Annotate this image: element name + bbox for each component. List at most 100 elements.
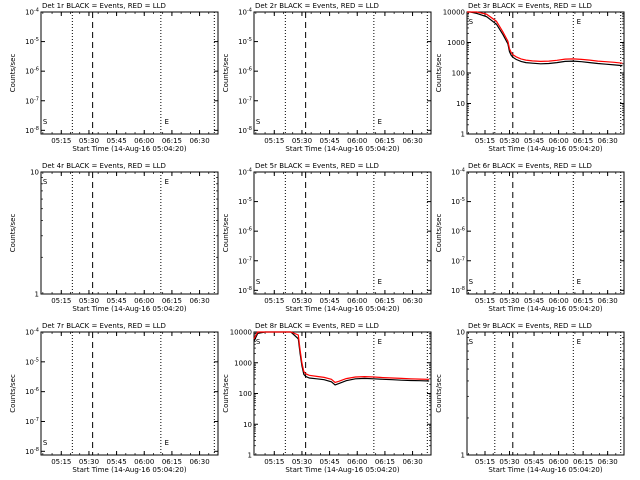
end-marker-label: E xyxy=(165,118,169,126)
y-axis-label: Counts/sec xyxy=(435,374,443,413)
y-tick-label: 10 xyxy=(30,169,39,177)
x-tick-label: 06:00 xyxy=(134,137,154,145)
x-tick-label: 05:30 xyxy=(499,137,519,145)
plot-frame xyxy=(253,331,432,456)
x-tick-label: 06:30 xyxy=(402,297,422,305)
y-tick-label: 10000 xyxy=(230,329,252,337)
y-tick-label: 10-5 xyxy=(451,197,465,206)
x-tick-label: 06:15 xyxy=(573,458,593,466)
x-tick-label: 06:00 xyxy=(548,297,568,305)
y-tick-label: 10-6 xyxy=(25,67,39,76)
y-tick-label: 1 xyxy=(248,452,252,460)
y-tick-label: 10-5 xyxy=(238,37,252,46)
y-axis-label: Counts/sec xyxy=(435,54,443,93)
panel-title: Det 8r BLACK = Events, RED = LLD xyxy=(255,322,379,330)
y-tick-label: 100 xyxy=(239,390,252,398)
y-tick-label: 1 xyxy=(35,291,39,299)
x-tick-label: 06:15 xyxy=(573,137,593,145)
y-tick-label: 10-8 xyxy=(25,447,39,456)
y-tick-label: 1000 xyxy=(447,39,465,47)
x-tick-label: 06:15 xyxy=(162,137,182,145)
x-tick-label: 06:30 xyxy=(598,297,618,305)
panel-title: Det 7r BLACK = Events, RED = LLD xyxy=(42,322,166,330)
y-tick-label: 1 xyxy=(461,131,465,139)
x-tick-label: 05:15 xyxy=(51,137,71,145)
x-tick-label: 06:00 xyxy=(347,297,367,305)
end-marker-label: E xyxy=(378,118,382,126)
y-tick-label: 10-8 xyxy=(25,126,39,135)
y-tick-label: 10-4 xyxy=(25,328,39,337)
x-tick-label: 05:30 xyxy=(499,297,519,305)
lld-series-line xyxy=(467,11,623,64)
x-tick-label: 05:15 xyxy=(264,297,284,305)
x-axis-label: Start Time (14-Aug-16 05:04:20) xyxy=(72,466,186,474)
x-tick-label: 05:45 xyxy=(524,137,544,145)
x-tick-label: 05:45 xyxy=(320,137,340,145)
y-tick-label: 10-6 xyxy=(238,227,252,236)
x-tick-label: 05:30 xyxy=(499,458,519,466)
x-tick-label: 05:30 xyxy=(292,458,312,466)
start-marker-label: S xyxy=(256,278,261,286)
end-marker-label: E xyxy=(378,278,382,286)
x-tick-label: 06:30 xyxy=(189,137,209,145)
x-tick-label: 06:00 xyxy=(347,458,367,466)
x-tick-label: 05:45 xyxy=(320,458,340,466)
x-tick-label: 05:15 xyxy=(475,297,495,305)
x-tick-label: 05:45 xyxy=(107,297,127,305)
x-axis-label: Start Time (14-Aug-16 05:04:20) xyxy=(72,305,186,313)
x-axis-label: Start Time (14-Aug-16 05:04:20) xyxy=(488,305,602,313)
x-tick-label: 06:00 xyxy=(548,137,568,145)
x-tick-label: 05:45 xyxy=(524,458,544,466)
x-tick-label: 06:30 xyxy=(402,137,422,145)
y-tick-label: 10-7 xyxy=(238,256,252,265)
x-tick-label: 05:15 xyxy=(51,458,71,466)
y-axis-label: Counts/sec xyxy=(9,214,17,253)
x-axis-label: Start Time (14-Aug-16 05:04:20) xyxy=(488,145,602,153)
y-tick-label: 10-6 xyxy=(238,67,252,76)
panel-title: Det 9r BLACK = Events, RED = LLD xyxy=(468,322,592,330)
y-tick-label: 100 xyxy=(452,70,465,78)
start-marker-label: S xyxy=(469,338,474,346)
end-marker-label: E xyxy=(378,338,382,346)
y-tick-label: 10-5 xyxy=(25,357,39,366)
y-tick-label: 10-5 xyxy=(238,197,252,206)
y-tick-label: 10-7 xyxy=(25,96,39,105)
x-tick-label: 06:00 xyxy=(548,458,568,466)
y-axis-label: Counts/sec xyxy=(222,214,230,253)
x-tick-label: 05:30 xyxy=(292,297,312,305)
panel-title: Det 1r BLACK = Events, RED = LLD xyxy=(42,2,166,10)
y-tick-label: 10-7 xyxy=(451,256,465,265)
y-tick-label: 10-8 xyxy=(238,126,252,135)
x-tick-label: 06:00 xyxy=(134,297,154,305)
panel-title: Det 3r BLACK = Events, RED = LLD xyxy=(468,2,592,10)
x-tick-label: 05:45 xyxy=(320,297,340,305)
plot-frame xyxy=(40,171,219,295)
x-axis-label: Start Time (14-Aug-16 05:04:20) xyxy=(72,145,186,153)
start-marker-label: S xyxy=(43,439,48,447)
plot-frame xyxy=(253,11,432,135)
x-tick-label: 06:15 xyxy=(375,137,395,145)
x-axis-label: Start Time (14-Aug-16 05:04:20) xyxy=(285,466,399,474)
x-tick-label: 05:45 xyxy=(524,297,544,305)
x-tick-label: 05:15 xyxy=(264,137,284,145)
x-tick-label: 05:15 xyxy=(475,458,495,466)
start-marker-label: S xyxy=(256,338,261,346)
y-tick-label: 10000 xyxy=(443,9,465,17)
x-tick-label: 06:30 xyxy=(189,297,209,305)
x-tick-label: 06:15 xyxy=(162,458,182,466)
y-axis-label: Counts/sec xyxy=(435,214,443,253)
y-tick-label: 1 xyxy=(461,452,465,460)
x-tick-label: 06:15 xyxy=(375,458,395,466)
x-axis-label: Start Time (14-Aug-16 05:04:20) xyxy=(285,305,399,313)
end-marker-label: E xyxy=(165,439,169,447)
events-series-line xyxy=(467,11,623,67)
